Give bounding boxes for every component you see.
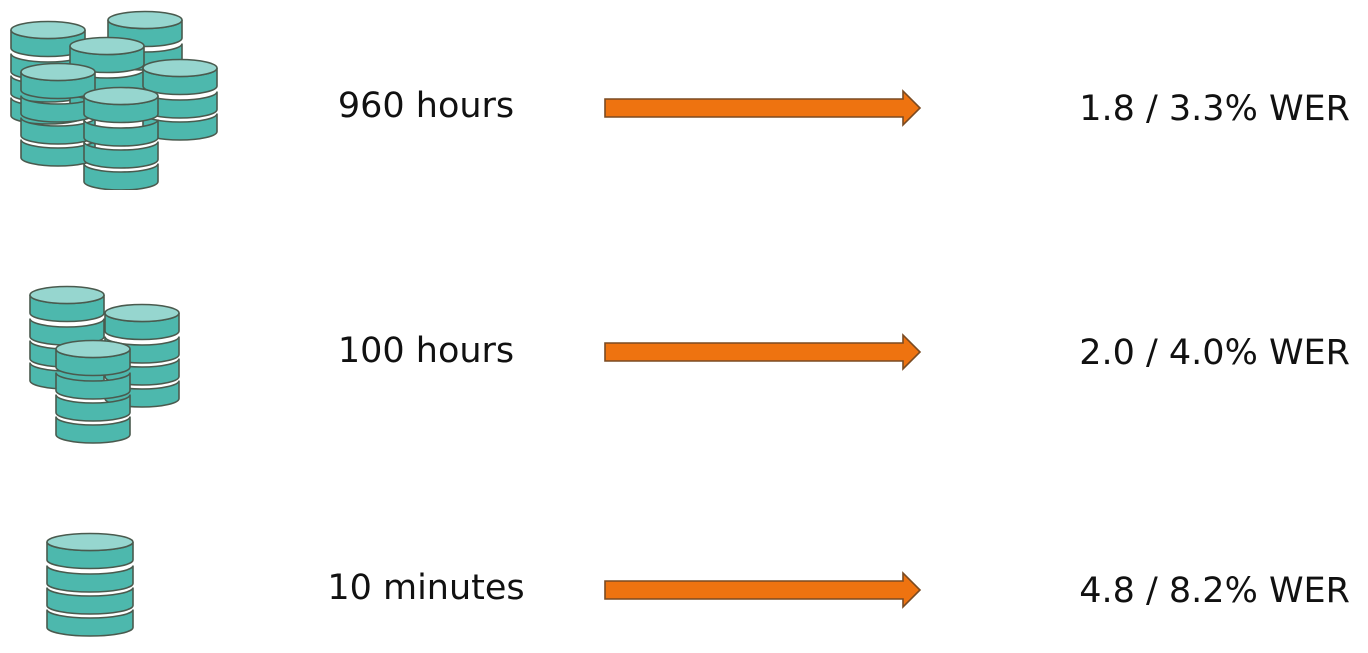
database-single-icon bbox=[46, 532, 134, 637]
database-cluster-large-icon bbox=[10, 10, 218, 190]
database-cylinder bbox=[83, 86, 159, 190]
wer-result-label: 1.8 / 3.3% WER bbox=[1079, 89, 1350, 129]
wer-result-label: 2.0 / 4.0% WER bbox=[1079, 333, 1350, 373]
database-cylinder bbox=[46, 532, 134, 637]
data-amount-label: 10 minutes bbox=[327, 568, 525, 608]
row-10-minutes: 10 minutes 4.8 / 8.2% WER bbox=[0, 520, 1368, 653]
arrow-icon bbox=[604, 571, 922, 609]
database-cylinder bbox=[55, 339, 131, 444]
row-960-hours: 960 hours 1.8 / 3.3% WER bbox=[0, 0, 1368, 200]
wer-result-label: 4.8 / 8.2% WER bbox=[1079, 571, 1350, 611]
data-amount-label: 100 hours bbox=[337, 331, 515, 371]
database-cluster-medium-icon bbox=[29, 285, 180, 444]
arrow-icon bbox=[604, 333, 922, 371]
arrow-icon bbox=[604, 89, 922, 127]
data-amount-label: 960 hours bbox=[337, 86, 515, 126]
database-cylinder bbox=[20, 62, 96, 167]
row-100-hours: 100 hours 2.0 / 4.0% WER bbox=[0, 270, 1368, 450]
